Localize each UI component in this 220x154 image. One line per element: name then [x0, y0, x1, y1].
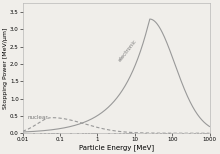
Text: nuclear: nuclear: [27, 115, 48, 120]
X-axis label: Particle Energy [MeV]: Particle Energy [MeV]: [79, 144, 154, 150]
Y-axis label: Stopping Power [MeV/μm]: Stopping Power [MeV/μm]: [4, 28, 9, 109]
Text: electronic: electronic: [118, 38, 138, 62]
